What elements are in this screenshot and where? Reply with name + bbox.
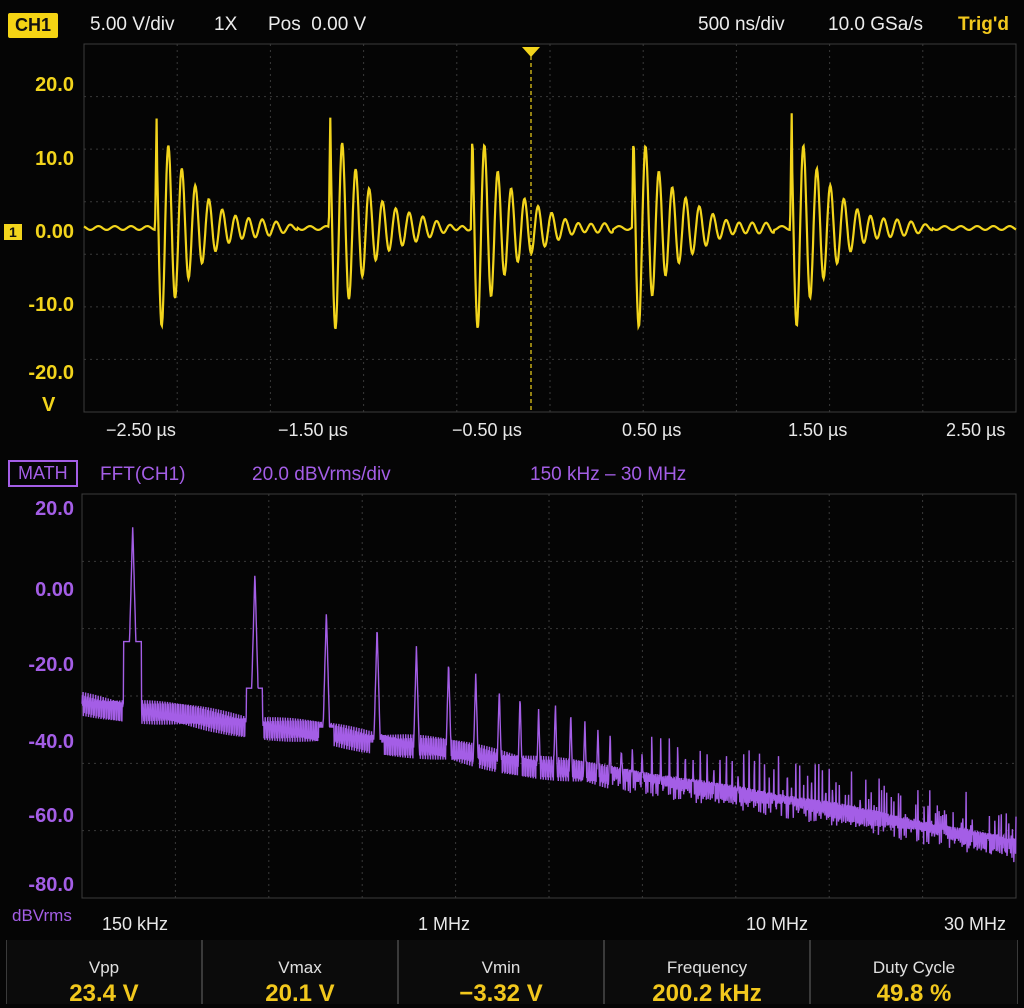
- trigger-position-marker[interactable]: [522, 47, 540, 57]
- fft-x-tick-3: 30 MHz: [944, 914, 1007, 934]
- ch1-y-tick-4: -20.0: [28, 362, 74, 384]
- measurement-label: Vmax: [278, 958, 322, 977]
- probe-attenuation[interactable]: 1X: [214, 14, 238, 35]
- measurement-value: 49.8 %: [876, 980, 952, 1007]
- measurement-value: 23.4 V: [69, 980, 139, 1007]
- measurement-label: Duty Cycle: [872, 958, 956, 977]
- measurement-label: Frequency: [666, 958, 748, 977]
- measurement-vmin[interactable]: Vmin −3.32 V: [398, 940, 604, 1007]
- measurement-label: Vmin: [481, 958, 521, 977]
- measurement-value: 200.2 kHz: [652, 980, 762, 1007]
- fft-grid: [81, 493, 1017, 899]
- measurement-vpp[interactable]: Vpp 23.4 V: [6, 940, 202, 1007]
- ch1-y-tick-3: -10.0: [28, 294, 74, 316]
- fft-x-tick-2: 10 MHz: [746, 914, 809, 934]
- ch1-grid: [83, 43, 1017, 413]
- ch1-x-tick-5: 2.50 µs: [946, 420, 1006, 440]
- ch1-x-tick-1: −1.50 µs: [278, 420, 348, 440]
- fft-y-tick-3: -40.0: [28, 731, 74, 753]
- math-badge[interactable]: MATH: [8, 460, 78, 487]
- ch1-y-tick-2: 0.00: [35, 221, 74, 243]
- measurement-label: Vpp: [88, 958, 120, 977]
- math-scale[interactable]: 20.0 dBVrms/div: [252, 464, 391, 485]
- volts-per-div[interactable]: 5.00 V/div: [90, 14, 175, 35]
- measurement-value: −3.32 V: [459, 980, 543, 1007]
- fft-y-tick-5: -80.0: [28, 874, 74, 896]
- ch1-y-tick-1: 10.0: [35, 148, 74, 170]
- fft-y-tick-4: -60.0: [28, 805, 74, 827]
- measurement-bar: Vpp 23.4 V Vmax 20.1 V Vmin −3.32 V Freq…: [6, 940, 1018, 1007]
- fft-y-unit: dBVrms: [12, 906, 72, 925]
- fft-x-tick-1: 1 MHz: [418, 914, 471, 934]
- fft-trace: [81, 527, 1017, 863]
- ch1-trace: [83, 113, 1017, 331]
- ch1-x-tick-2: −0.50 µs: [452, 420, 522, 440]
- ground-reference-marker[interactable]: 1: [4, 224, 22, 240]
- ch1-x-tick-0: −2.50 µs: [106, 420, 176, 440]
- vertical-position[interactable]: Pos 0.00 V: [268, 14, 367, 35]
- trigger-status: Trig'd: [958, 14, 1009, 35]
- ch1-y-unit: V: [42, 394, 56, 416]
- fft-x-tick-0: 150 kHz: [102, 914, 169, 934]
- math-function[interactable]: FFT(CH1): [100, 464, 186, 485]
- fft-y-tick-0: 20.0: [35, 498, 74, 520]
- fft-y-tick-2: -20.0: [28, 654, 74, 676]
- sample-rate: 10.0 GSa/s: [828, 14, 924, 35]
- measurement-duty-cycle[interactable]: Duty Cycle 49.8 %: [810, 940, 1018, 1007]
- fft-spectrum-plot[interactable]: [0, 490, 1024, 910]
- ch1-y-tick-0: 20.0: [35, 74, 74, 96]
- measurement-value: 20.1 V: [265, 980, 335, 1007]
- ch1-x-tick-4: 1.50 µs: [788, 420, 848, 440]
- ch1-x-tick-3: 0.50 µs: [622, 420, 682, 440]
- fft-y-tick-1: 0.00: [35, 579, 74, 601]
- ch1-badge[interactable]: CH1: [8, 13, 59, 38]
- ch1-waveform-plot[interactable]: [0, 40, 1024, 420]
- measurement-vmax[interactable]: Vmax 20.1 V: [202, 940, 398, 1007]
- measurement-frequency[interactable]: Frequency 200.2 kHz: [604, 940, 810, 1007]
- timebase[interactable]: 500 ns/div: [698, 14, 785, 35]
- math-span[interactable]: 150 kHz – 30 MHz: [530, 464, 687, 485]
